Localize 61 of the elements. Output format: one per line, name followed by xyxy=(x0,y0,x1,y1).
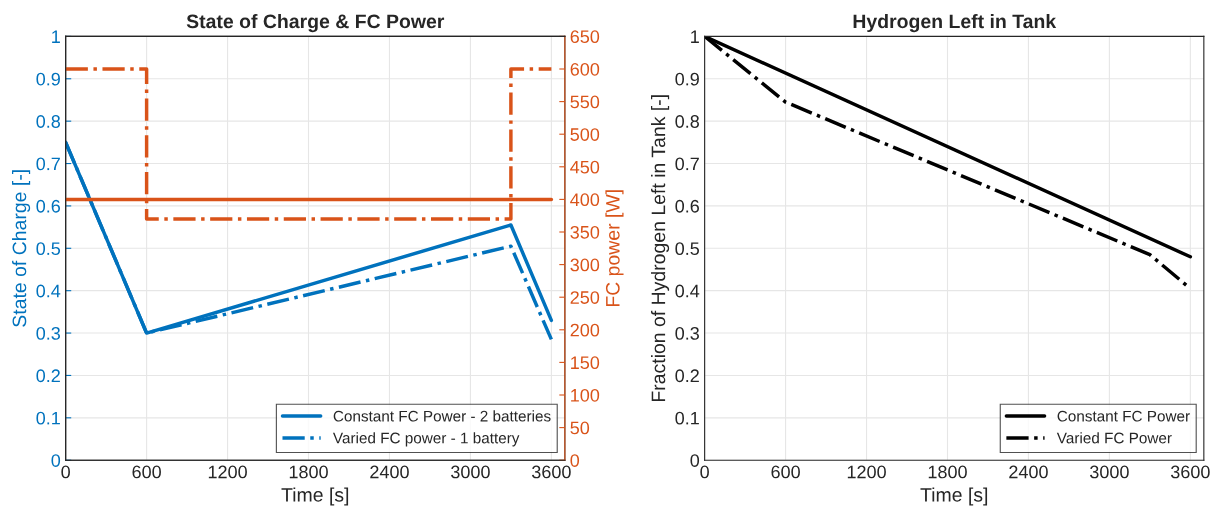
y2-axis-title: FC power [W] xyxy=(605,190,624,307)
y-tick-label: 0.5 xyxy=(675,242,700,256)
x-tick-label: 3600 xyxy=(1170,465,1210,479)
x-axis-title: Time [s] xyxy=(920,487,988,506)
x-axis-title: Time [s] xyxy=(281,487,349,506)
y-tick-label: 0.6 xyxy=(36,199,61,213)
y-tick-label: 1 xyxy=(691,30,699,43)
x-tick-label: 3000 xyxy=(1090,465,1129,479)
y2-tick-label: 200 xyxy=(570,323,600,337)
legend-label: Constant FC Power xyxy=(1057,410,1190,422)
x-tick-label: 600 xyxy=(771,465,800,479)
y-tick-label: 0.2 xyxy=(36,369,60,383)
x-tick-label: 1800 xyxy=(289,465,328,479)
legend-label: Varied FC Power xyxy=(1056,432,1172,444)
x-tick-label: 3000 xyxy=(451,465,490,479)
y-tick-label: 0.2 xyxy=(675,369,699,383)
y-tick-label: 0.5 xyxy=(36,242,61,256)
y-tick-label: 0.1 xyxy=(675,411,699,425)
chart-title: State of Charge & FC Power xyxy=(186,13,445,33)
y-tick-label: 0.3 xyxy=(36,326,61,340)
chart-title: Hydrogen Left in Tank xyxy=(853,13,1057,33)
x-tick-label: 2400 xyxy=(370,465,409,479)
y2-tick-label: 300 xyxy=(570,258,600,272)
y-tick-label: 0.3 xyxy=(675,326,699,340)
y2-tick-label: 150 xyxy=(571,356,600,370)
x-tick-label: 0 xyxy=(700,465,709,479)
y-tick-label: 0 xyxy=(690,454,700,467)
y2-tick-label: 0 xyxy=(570,454,580,467)
x-tick-label: 1800 xyxy=(928,465,967,479)
y-tick-label: 0.7 xyxy=(675,157,699,171)
legend-label: Varied FC power - 1 battery xyxy=(332,432,520,447)
y-tick-label: 1 xyxy=(52,30,60,43)
x-tick-label: 0 xyxy=(61,465,70,479)
y-tick-label: 0.6 xyxy=(675,199,699,213)
y-axis-title: Fraction of Hydrogen Left in Tank [-] xyxy=(651,95,670,402)
y-axis-title: State of Charge [-] xyxy=(12,170,31,327)
x-tick-label: 600 xyxy=(132,465,161,479)
y2-tick-label: 350 xyxy=(570,225,600,239)
y2-tick-label: 550 xyxy=(570,95,600,109)
y-tick-label: 0.9 xyxy=(36,72,60,86)
y-tick-label: 0.7 xyxy=(36,157,60,171)
y2-tick-label: 250 xyxy=(570,291,600,304)
x-tick-label: 3600 xyxy=(531,465,571,479)
x-tick-label: 1200 xyxy=(208,465,247,479)
y2-tick-label: 100 xyxy=(571,388,600,402)
y2-tick-label: 50 xyxy=(570,421,590,435)
legend-label: Constant FC Power - 2 batteries xyxy=(333,410,551,422)
y-tick-label: 0.8 xyxy=(675,115,699,128)
y-tick-label: 0.4 xyxy=(36,284,61,298)
y-tick-label: 0 xyxy=(51,454,61,467)
y2-tick-label: 600 xyxy=(570,62,600,76)
y-tick-label: 0.9 xyxy=(675,72,699,86)
y-tick-label: 0.4 xyxy=(675,284,700,298)
y2-tick-label: 500 xyxy=(570,128,600,141)
y2-tick-label: 650 xyxy=(570,30,600,44)
y-tick-label: 0.1 xyxy=(36,411,60,425)
y2-tick-label: 400 xyxy=(570,193,600,207)
y2-tick-label: 450 xyxy=(570,160,600,174)
x-tick-label: 1200 xyxy=(847,465,886,479)
x-tick-label: 2400 xyxy=(1009,465,1048,479)
y-tick-label: 0.8 xyxy=(36,115,61,128)
